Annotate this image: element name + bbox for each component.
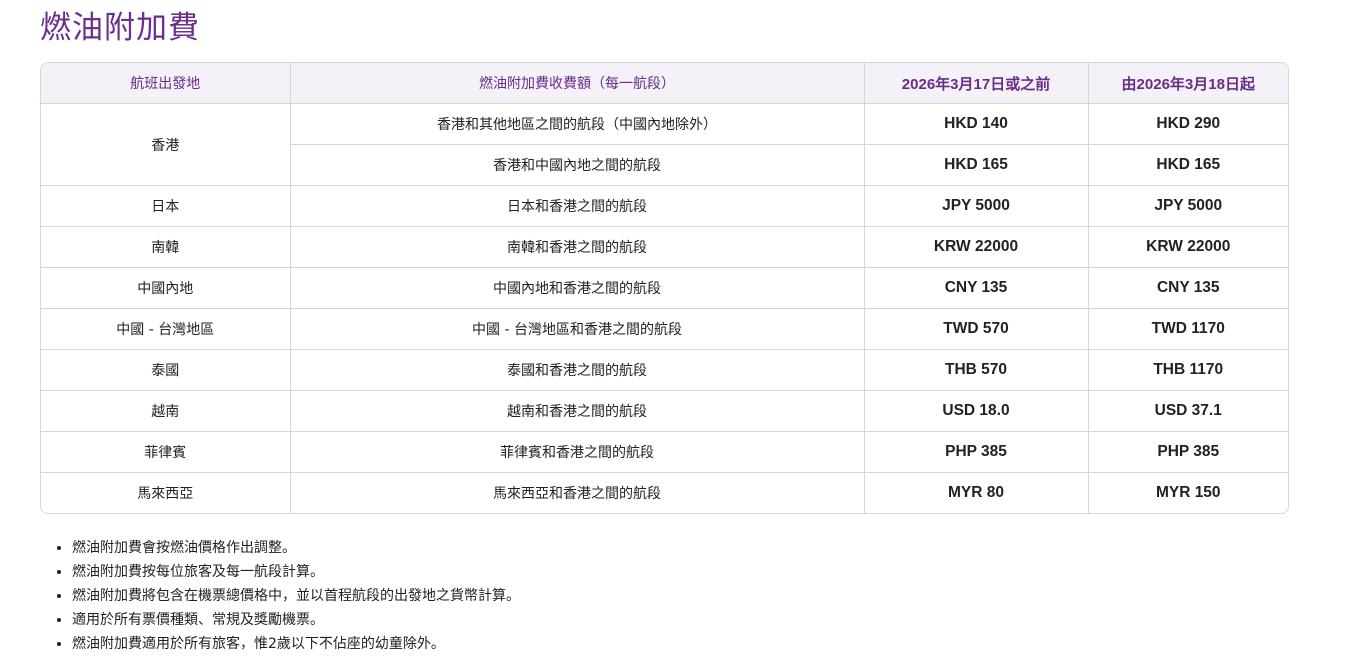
amount-after-cell: HKD 290 [1088, 103, 1288, 145]
table-row: 香港 香港和其他地區之間的航段（中國內地除外） HKD 140 HKD 290 [41, 103, 1288, 186]
amount-after-cell: TWD 1170 [1088, 308, 1288, 350]
table-row: 南韓 南韓和香港之間的航段 KRW 22000 KRW 22000 [41, 226, 1288, 268]
table-row: 中國內地 中國內地和香港之間的航段 CNY 135 CNY 135 [41, 267, 1288, 309]
amount-before-cell: JPY 5000 [864, 185, 1089, 227]
origin-cell: 中國 - 台灣地區 [41, 308, 291, 350]
amount-before-cell: MYR 80 [864, 472, 1089, 513]
route-cell: 南韓和香港之間的航段 [290, 226, 865, 268]
header-after: 由2026年3月18日起 [1088, 63, 1288, 104]
amount-before-cell: PHP 385 [864, 431, 1089, 473]
table-row: 日本 日本和香港之間的航段 JPY 5000 JPY 5000 [41, 185, 1288, 227]
amount-after-cell: HKD 165 [1088, 144, 1288, 186]
amount-after-cell: KRW 22000 [1088, 226, 1288, 268]
notes-list: 燃油附加費會按燃油價格作出調整。燃油附加費按每位旅客及每一航段計算。燃油附加費將… [50, 536, 520, 656]
route-cell: 越南和香港之間的航段 [290, 390, 865, 432]
header-origin: 航班出發地 [41, 63, 291, 104]
origin-cell: 日本 [41, 185, 291, 227]
table-row: 泰國 泰國和香港之間的航段 THB 570 THB 1170 [41, 349, 1288, 391]
table-row: 中國 - 台灣地區 中國 - 台灣地區和香港之間的航段 TWD 570 TWD 117… [41, 308, 1288, 350]
page-title: 燃油附加費 [40, 10, 200, 46]
note-item: 燃油附加費按每位旅客及每一航段計算。 [72, 560, 520, 584]
amount-after-cell: THB 1170 [1088, 349, 1288, 391]
origin-cell: 馬來西亞 [41, 472, 291, 513]
note-item: 燃油附加費會按燃油價格作出調整。 [72, 536, 520, 560]
amount-after-cell: MYR 150 [1155, 484, 1221, 501]
amount-before-cell: CNY 135 [864, 267, 1089, 309]
origin-cell: 越南 [41, 390, 291, 432]
note-item: 燃油附加費適用於所有旅客，惟2歲以下不佔座的幼童除外。 [72, 632, 520, 656]
amount-before-cell: THB 570 [864, 349, 1089, 391]
header-before: 2026年3月17日或之前 [864, 63, 1089, 104]
origin-cell: 中國內地 [41, 267, 291, 309]
route-cell: 馬來西亞和香港之間的航段 [290, 472, 865, 513]
amount-before-cell: HKD 165 [864, 144, 1089, 186]
route-cell: 中國 - 台灣地區和香港之間的航段 [290, 308, 865, 350]
amount-after-cell: CNY 135 [1088, 267, 1288, 309]
amount-after-cell: USD 37.1 [1088, 390, 1288, 432]
amount-before-cell: USD 18.0 [864, 390, 1089, 432]
table-body: 香港 香港和其他地區之間的航段（中國內地除外） HKD 140 HKD 290 香港和中… [41, 103, 1288, 513]
amount-before-cell: TWD 570 [864, 308, 1089, 350]
route-cell: 香港和中國內地之間的航段 [290, 144, 865, 186]
amount-before-cell: KRW 22000 [864, 226, 1089, 268]
table-row: 越南 越南和香港之間的航段 USD 18.0 USD 37.1 [41, 390, 1288, 432]
table-row: 馬來西亞 馬來西亞和香港之間的航段 MYR 80 MYR 150 [41, 472, 1288, 513]
fuel-surcharge-table: 航班出發地 燃油附加費收費額（每一航段） 2026年3月17日或之前 由2026… [40, 62, 1289, 514]
route-cell: 日本和香港之間的航段 [290, 185, 865, 227]
origin-cell: 泰國 [41, 349, 291, 391]
amount-before-cell: HKD 140 [864, 103, 1089, 145]
origin-cell: 香港 [41, 103, 291, 186]
origin-cell: 南韓 [41, 226, 291, 268]
table-header-row: 航班出發地 燃油附加費收費額（每一航段） 2026年3月17日或之前 由2026… [41, 63, 1288, 104]
origin-cell: 菲律賓 [41, 431, 291, 473]
amount-after-cell: JPY 5000 [1088, 185, 1288, 227]
route-cell: 泰國和香港之間的航段 [290, 349, 865, 391]
note-item: 適用於所有票價種類、常規及獎勵機票。 [72, 608, 520, 632]
table-row: 菲律賓 菲律賓和香港之間的航段 PHP 385 PHP 385 [41, 431, 1288, 473]
table-row: 香港和中國內地之間的航段 HKD 165 HKD 165 [41, 144, 1288, 186]
note-item: 燃油附加費將包含在機票總價格中，並以首程航段的出發地之貨幣計算。 [72, 584, 520, 608]
amount-after-cell: PHP 385 [1088, 431, 1288, 473]
header-route: 燃油附加費收費額（每一航段） [290, 63, 865, 104]
route-cell: 菲律賓和香港之間的航段 [290, 431, 865, 473]
route-cell: 香港和其他地區之間的航段（中國內地除外） [290, 103, 865, 145]
route-cell: 中國內地和香港之間的航段 [290, 267, 865, 309]
